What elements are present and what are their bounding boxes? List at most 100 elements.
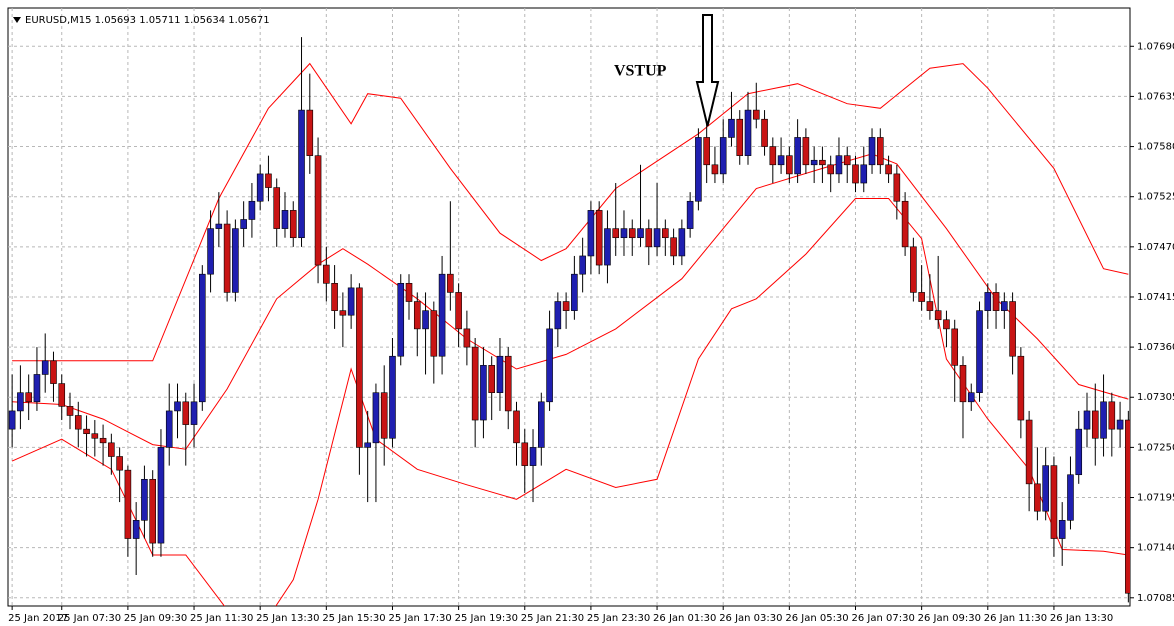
candle-body [976,310,983,393]
x-tick-label: 25 Jan 23:30 [587,613,650,624]
candle-body [1116,419,1124,430]
candle-body [777,155,785,166]
candle-body [1108,401,1116,430]
y-tick-label: 1.07085 [1137,593,1174,604]
x-tick-label: 25 Jan 21:30 [521,613,584,624]
candle-body [455,292,462,330]
candle-body [595,210,603,266]
x-tick-label: 26 Jan 09:30 [918,613,981,624]
candle-body [50,360,57,384]
y-tick-label: 1.07580 [1137,142,1174,153]
candle-body [918,292,925,302]
candle-body [893,173,901,202]
candle-body [41,360,49,375]
candle-body [868,137,876,166]
candle-body [33,374,41,403]
candle-body [538,401,545,448]
candle-body [736,118,744,156]
candle-body [1125,419,1130,594]
candle-body [74,415,82,430]
candle-body [769,146,777,166]
y-tick-label: 1.07360 [1137,342,1174,353]
x-tick-label: 25 Jan 19:30 [455,613,518,624]
candle-body [99,437,107,444]
candle-body [810,159,818,166]
candle-body [339,310,347,316]
candles [8,37,1130,603]
candle-body [959,365,967,403]
candle-body [132,520,140,539]
y-tick-label: 1.07635 [1137,91,1174,102]
candle-body [265,173,272,188]
candle-body [463,328,471,348]
x-tick-label: 26 Jan 05:30 [785,613,848,624]
candle-body [901,200,909,248]
x-tick-label: 26 Jan 11:30 [984,613,1047,624]
candle-body [604,228,611,266]
candle-body [314,155,322,266]
candle-body [306,109,314,156]
candle-body [521,442,529,466]
candle-body [885,164,892,175]
candle-body [281,210,289,229]
candle-body [356,287,363,448]
candle-body [1034,483,1041,512]
candle-body [488,365,495,393]
candle-body [58,383,66,407]
candle-body [389,355,396,439]
candle-body [496,355,504,393]
x-tick-label: 26 Jan 01:30 [653,613,716,624]
candle-body [471,346,479,421]
candle-body [141,478,148,521]
candle-body [835,155,843,175]
candle-body [794,137,801,175]
candle-body [1075,428,1083,476]
candle-body [703,137,710,166]
candle-body [25,392,32,403]
band-line [12,153,1129,450]
candle-body [711,164,719,175]
candle-body [182,401,190,425]
candle-body [83,428,90,435]
candle-body [447,273,454,293]
candle-body [612,228,620,239]
candle-body [66,406,74,416]
candle-body [1042,465,1049,512]
x-tick-label: 26 Jan 07:30 [851,613,914,624]
candle-body [157,447,165,544]
candle-body [364,442,371,448]
candle-body [860,164,868,184]
candle-body [199,273,206,403]
candle-body [405,282,413,302]
candle-body [430,310,438,357]
candle-body [943,319,950,330]
candle-body [678,228,686,257]
candle-body [1058,520,1066,539]
candle-body [529,447,537,466]
candle-body [637,228,644,239]
candle-body [926,301,934,311]
candle-body [761,118,768,147]
candle-body [1091,410,1099,439]
candle-body [827,164,834,175]
candle-body [190,401,198,425]
candle-body [554,301,562,330]
x-tick-label: 25 Jan 17:30 [388,613,451,624]
candle-body [852,164,859,184]
candle-body [480,365,487,421]
candle-body [967,392,975,403]
candle-body [215,223,223,229]
x-tick-label: 25 Jan 2017 [8,613,68,624]
candle-body [1025,419,1033,485]
candle-body [116,456,123,471]
y-tick-label: 1.07140 [1137,543,1174,554]
candle-body [686,200,694,229]
candle-body [413,301,421,330]
candle-body [397,282,405,357]
y-tick-label: 1.07195 [1137,493,1174,504]
candle-body [207,228,214,275]
candle-body [1009,301,1016,357]
candle-body [1017,355,1025,421]
candle-body [165,410,173,448]
